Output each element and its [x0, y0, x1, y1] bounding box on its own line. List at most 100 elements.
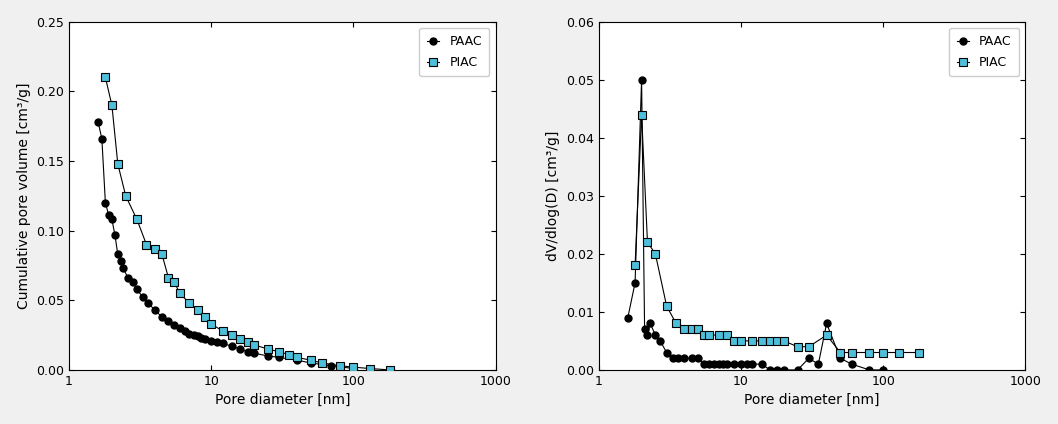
Y-axis label: Cumulative pore volume [cm³/g]: Cumulative pore volume [cm³/g]	[17, 83, 31, 309]
PAAC	[191, 334, 204, 339]
PAAC	[168, 323, 181, 328]
PAAC	[649, 332, 661, 338]
PAAC	[126, 279, 139, 285]
PIAC	[845, 350, 858, 355]
PAAC	[148, 307, 161, 312]
PAAC	[638, 327, 651, 332]
PAAC	[672, 356, 685, 361]
PAAC	[305, 360, 317, 365]
PIAC	[678, 327, 691, 332]
PIAC	[156, 252, 168, 257]
PIAC	[168, 279, 181, 285]
PAAC	[811, 362, 824, 367]
PAAC	[179, 328, 191, 333]
PAAC	[728, 362, 741, 367]
PAAC	[248, 351, 260, 356]
PIAC	[802, 344, 815, 349]
PAAC	[234, 346, 247, 351]
PAAC	[241, 349, 254, 354]
PIAC	[791, 344, 804, 349]
PAAC	[641, 332, 654, 338]
PAAC	[183, 331, 196, 336]
PAAC	[162, 318, 175, 324]
PIAC	[225, 332, 238, 338]
PAAC	[195, 335, 207, 340]
PIAC	[692, 327, 705, 332]
PIAC	[764, 338, 777, 343]
PIAC	[216, 328, 229, 333]
PAAC	[103, 213, 115, 218]
PAAC	[347, 366, 360, 371]
PAAC	[834, 356, 846, 361]
PIAC	[834, 350, 846, 355]
PAAC	[746, 362, 759, 367]
PIAC	[755, 338, 768, 343]
PAAC	[621, 315, 634, 320]
PIAC	[713, 332, 726, 338]
PIAC	[205, 321, 218, 326]
PIAC	[728, 338, 741, 343]
PAAC	[142, 301, 154, 306]
PAAC	[678, 356, 691, 361]
PAAC	[734, 362, 747, 367]
PAAC	[92, 120, 105, 125]
PAAC	[713, 362, 726, 367]
PIAC	[199, 315, 212, 320]
PAAC	[116, 266, 129, 271]
PIAC	[120, 193, 132, 198]
PAAC	[325, 363, 338, 368]
PAAC	[863, 367, 876, 372]
PIAC	[720, 332, 733, 338]
PIAC	[641, 240, 654, 245]
PIAC	[734, 338, 747, 343]
PAAC	[156, 315, 168, 320]
PAAC	[877, 367, 890, 372]
PAAC	[764, 367, 777, 372]
PAAC	[99, 200, 112, 205]
PAAC	[216, 341, 229, 346]
PAAC	[692, 356, 705, 361]
PIAC	[660, 304, 673, 309]
PAAC	[654, 338, 667, 343]
PIAC	[305, 357, 317, 363]
PIAC	[111, 161, 124, 166]
PIAC	[261, 346, 274, 351]
PIAC	[282, 352, 295, 357]
Legend: PAAC, PIAC: PAAC, PIAC	[419, 28, 490, 76]
PIAC	[333, 363, 346, 368]
PAAC	[273, 355, 286, 360]
PIAC	[183, 301, 196, 306]
PIAC	[174, 291, 186, 296]
PAAC	[225, 344, 238, 349]
PAAC	[686, 356, 698, 361]
PIAC	[649, 251, 661, 257]
PAAC	[660, 350, 673, 355]
PIAC	[778, 338, 790, 343]
PIAC	[628, 263, 641, 268]
PAAC	[130, 287, 143, 292]
PAAC	[187, 332, 200, 338]
PAAC	[109, 232, 122, 237]
PIAC	[820, 332, 833, 338]
PIAC	[635, 112, 647, 117]
PIAC	[704, 332, 716, 338]
PIAC	[273, 349, 286, 354]
PIAC	[148, 246, 161, 251]
Y-axis label: dV/dlog(D) [cm³/g]: dV/dlog(D) [cm³/g]	[546, 131, 561, 261]
PIAC	[130, 217, 143, 222]
PAAC	[106, 217, 118, 222]
PAAC	[261, 354, 274, 359]
PAAC	[778, 367, 790, 372]
PIAC	[315, 360, 328, 365]
PIAC	[670, 321, 682, 326]
PIAC	[140, 242, 152, 247]
PIAC	[241, 340, 254, 345]
PAAC	[802, 356, 815, 361]
PIAC	[162, 276, 175, 281]
PIAC	[106, 103, 118, 108]
PAAC	[667, 356, 679, 361]
PAAC	[291, 357, 304, 363]
PAAC	[717, 362, 730, 367]
PIAC	[248, 342, 260, 347]
PAAC	[174, 326, 186, 331]
